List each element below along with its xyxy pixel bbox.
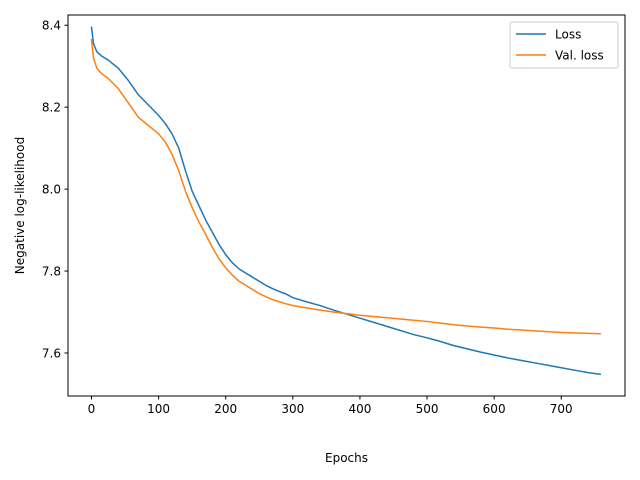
x-axis-label: Epochs [325, 451, 368, 465]
y-tick-label: 8.4 [42, 19, 61, 33]
y-tick-label: 8.2 [42, 101, 61, 115]
y-tick-label: 7.8 [42, 265, 61, 279]
legend: Loss Val. loss [509, 21, 619, 69]
series-line-val-loss [90, 38, 601, 335]
axes-frame [67, 14, 626, 397]
x-tick-label: 500 [416, 402, 439, 416]
legend-label-loss: Loss [555, 28, 581, 42]
y-axis: 7.6 7.8 8.0 8.2 8.4 [42, 19, 68, 360]
x-tick-label: 300 [281, 402, 304, 416]
x-axis: 0 100 200 300 400 500 600 700 [88, 396, 573, 416]
x-tick-label: 400 [348, 402, 371, 416]
y-axis-label: Negative log-likelihood [13, 137, 27, 274]
x-tick-label: 100 [147, 402, 170, 416]
x-tick-label: 700 [550, 402, 573, 416]
x-tick-label: 600 [483, 402, 506, 416]
x-tick-label: 200 [214, 402, 237, 416]
y-tick-label: 8.0 [42, 183, 61, 197]
y-tick-label: 7.6 [42, 346, 61, 360]
series-line-loss [90, 26, 602, 376]
series-layer [90, 26, 602, 376]
x-tick-label: 0 [88, 402, 96, 416]
plot-area [67, 14, 626, 397]
legend-label-val-loss: Val. loss [555, 49, 604, 63]
